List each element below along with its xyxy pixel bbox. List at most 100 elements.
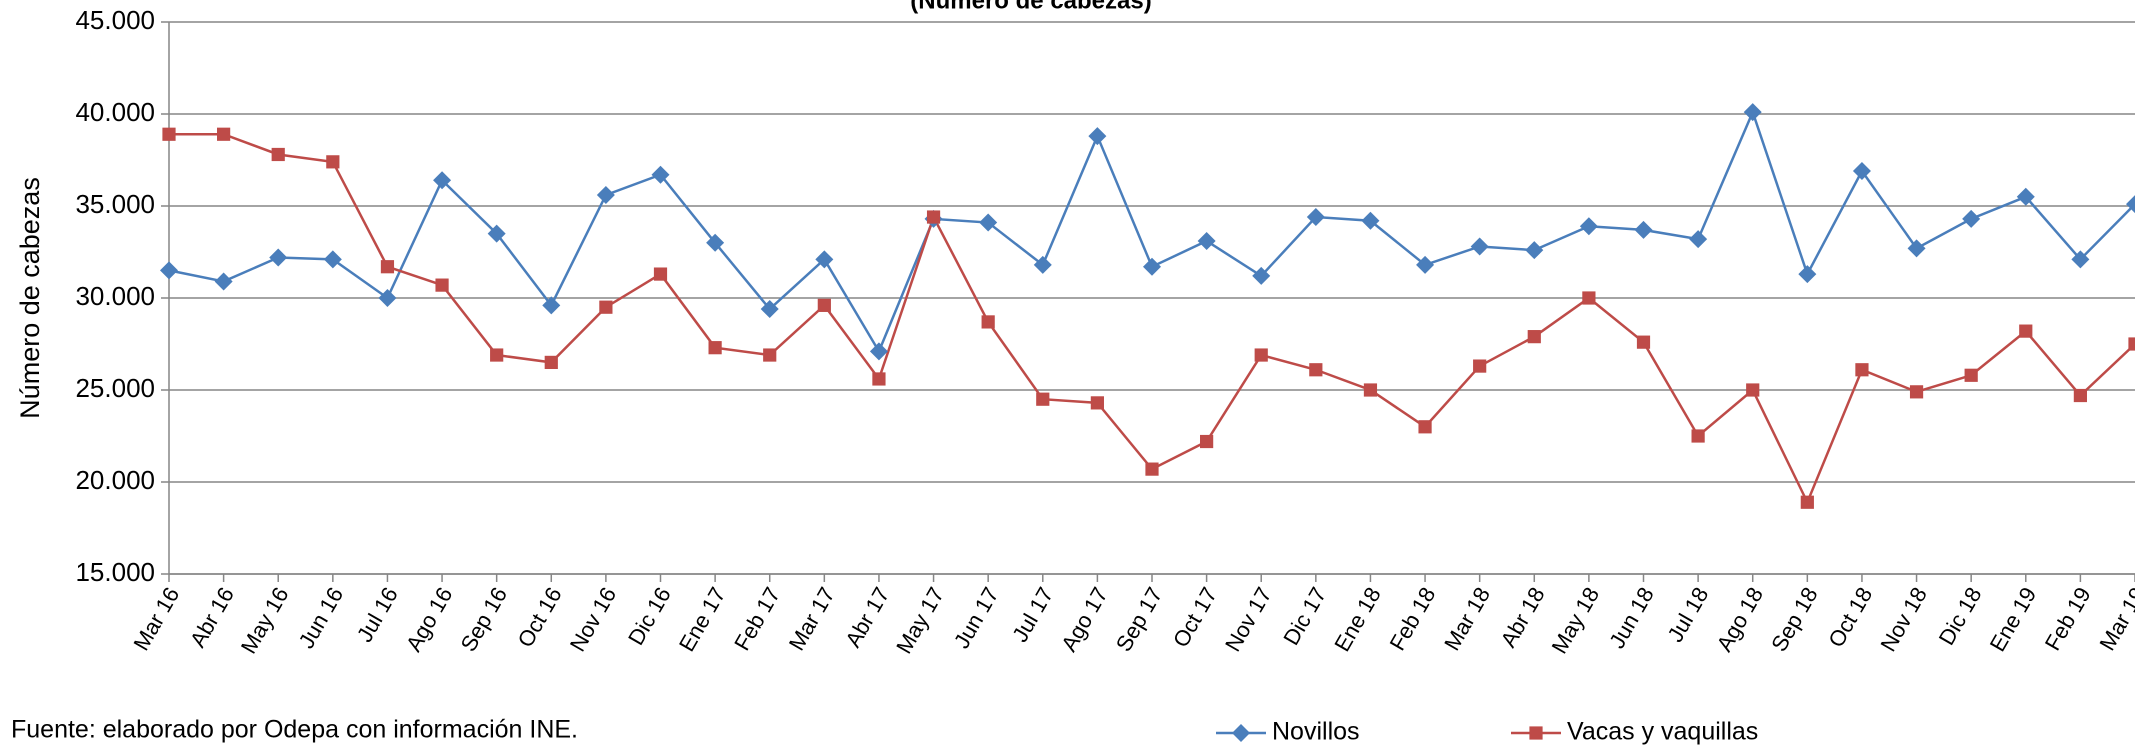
data-point xyxy=(1636,335,1651,349)
x-tick-label: Feb 18 xyxy=(1385,583,1441,655)
data-point xyxy=(2071,250,2090,269)
data-point xyxy=(1527,330,1541,344)
data-point xyxy=(326,155,340,169)
data-point xyxy=(1473,359,1487,373)
data-point xyxy=(1909,385,1924,399)
x-tick-label: Nov 18 xyxy=(1875,583,1932,656)
data-point xyxy=(815,250,834,269)
data-point xyxy=(1962,209,1981,228)
x-tick-label: Mar 18 xyxy=(1439,583,1495,655)
data-point xyxy=(2073,388,2087,403)
y-tick-label: 25.000 xyxy=(75,373,155,403)
data-point xyxy=(651,165,670,184)
data-point xyxy=(1143,257,1161,276)
x-tick-label: Ago 18 xyxy=(1712,583,1769,656)
data-point xyxy=(2016,187,2035,206)
y-axis-label: Número de cabezas xyxy=(15,177,45,419)
data-point xyxy=(653,267,668,281)
data-point xyxy=(271,147,285,162)
data-point xyxy=(1743,103,1762,122)
data-point xyxy=(433,171,452,190)
data-point xyxy=(1363,383,1378,397)
data-point xyxy=(708,341,722,355)
data-point xyxy=(1852,162,1871,181)
x-tick-label: Mar 17 xyxy=(784,583,840,655)
data-point xyxy=(1798,265,1817,284)
data-point xyxy=(869,342,888,361)
legend-marker xyxy=(1529,726,1543,740)
data-point xyxy=(1088,127,1107,146)
legend-label: Vacas y vaquillas xyxy=(1567,718,1758,746)
data-point xyxy=(542,296,561,315)
data-point xyxy=(763,348,777,362)
data-point xyxy=(323,250,342,269)
data-point xyxy=(979,213,998,232)
data-point xyxy=(544,355,558,369)
data-point xyxy=(2128,337,2135,351)
x-tick-label: May 17 xyxy=(891,583,949,658)
x-tick-label: Jul 17 xyxy=(1007,583,1058,646)
data-point xyxy=(1582,291,1596,305)
x-tick-label: Oct 18 xyxy=(1823,583,1877,652)
data-point xyxy=(1033,255,1052,274)
x-tick-label: Ene 19 xyxy=(1985,583,2042,656)
data-point xyxy=(1252,266,1271,285)
x-tick-label: Dic 17 xyxy=(1278,583,1331,650)
data-point xyxy=(1306,208,1325,227)
data-point xyxy=(1090,396,1104,410)
data-point xyxy=(760,300,779,319)
x-tick-label: Abr 16 xyxy=(185,583,239,652)
y-tick-label: 15.000 xyxy=(75,557,155,587)
x-tick-label: Oct 17 xyxy=(1168,583,1222,652)
x-tick-label: Nov 16 xyxy=(565,583,622,656)
data-point xyxy=(1416,255,1435,274)
data-point xyxy=(596,185,615,204)
data-point xyxy=(599,300,613,314)
data-point xyxy=(217,127,231,141)
series-line xyxy=(168,108,2135,355)
data-point xyxy=(1689,230,1708,249)
data-point xyxy=(380,260,395,274)
x-tick-label: Sep 17 xyxy=(1111,583,1168,656)
data-point xyxy=(490,348,504,362)
data-point xyxy=(817,298,831,312)
legend-marker xyxy=(1232,724,1250,742)
x-tick-label: Ago 16 xyxy=(401,583,458,656)
x-tick-label: Dic 16 xyxy=(623,583,676,650)
data-point xyxy=(1800,495,1814,509)
data-point xyxy=(214,272,233,291)
data-point xyxy=(706,233,725,252)
chart-title: (Número de cabezas) xyxy=(910,0,1151,14)
data-point xyxy=(1036,392,1050,406)
x-tick-label: Nov 17 xyxy=(1220,583,1277,656)
data-point xyxy=(981,315,995,329)
data-point xyxy=(1855,363,1869,377)
y-tick-label: 40.000 xyxy=(75,97,155,127)
data-point xyxy=(1691,429,1705,443)
data-point xyxy=(1200,434,1214,449)
x-tick-label: Feb 19 xyxy=(2040,583,2096,655)
source-note: Fuente: elaborado por Odepa con informac… xyxy=(11,716,578,744)
data-point xyxy=(1634,220,1653,239)
data-point xyxy=(2019,324,2033,338)
x-tick-label: Jun 18 xyxy=(1604,583,1659,653)
data-point xyxy=(487,224,506,243)
data-point xyxy=(1964,368,1978,382)
x-tick-label: Ene 18 xyxy=(1329,583,1386,656)
x-tick-label: Sep 18 xyxy=(1766,583,1823,656)
y-tick-label: 45.000 xyxy=(75,5,155,35)
data-point xyxy=(1746,383,1760,397)
x-tick-label: Mar 19 xyxy=(2094,583,2135,655)
x-tick-label: Abr 18 xyxy=(1496,583,1550,652)
y-tick-label: 35.000 xyxy=(75,189,155,219)
x-tick-label: Mar 16 xyxy=(128,583,184,655)
x-tick-label: Feb 17 xyxy=(729,583,785,655)
legend-label: Novillos xyxy=(1272,718,1360,746)
x-tick-label: May 18 xyxy=(1547,583,1605,658)
data-point xyxy=(435,278,449,292)
x-tick-label: May 16 xyxy=(236,583,294,658)
data-point xyxy=(378,289,397,307)
data-point xyxy=(1309,363,1323,377)
x-tick-label: Sep 16 xyxy=(456,583,513,656)
